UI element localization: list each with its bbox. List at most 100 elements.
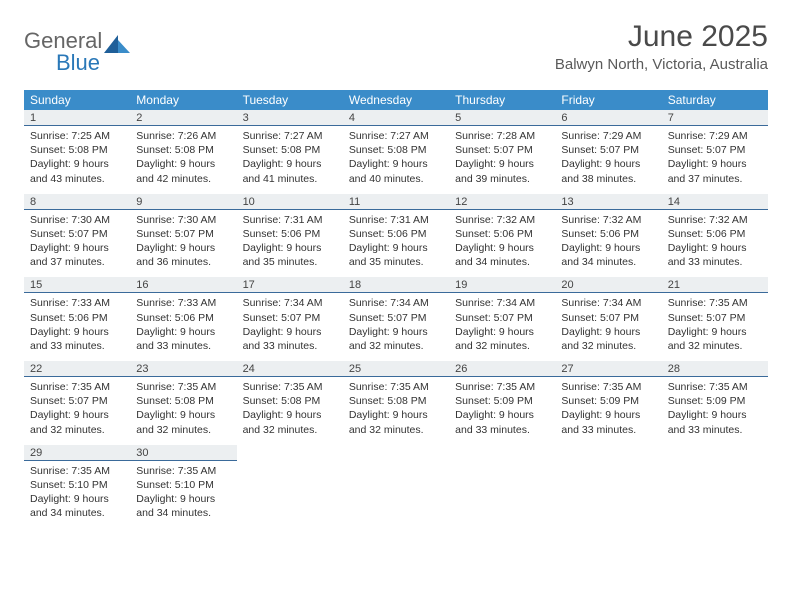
daylight-2: and 43 minutes. (30, 172, 124, 186)
sunrise: Sunrise: 7:30 AM (30, 213, 124, 227)
day-number: 25 (343, 361, 449, 377)
sunset: Sunset: 5:06 PM (455, 227, 549, 241)
title-block: June 2025 Balwyn North, Victoria, Austra… (555, 20, 768, 73)
day-cell: Sunrise: 7:32 AMSunset: 5:06 PMDaylight:… (449, 210, 555, 278)
sunrise: Sunrise: 7:26 AM (136, 129, 230, 143)
daylight-2: and 34 minutes. (455, 255, 549, 269)
day-cell: Sunrise: 7:32 AMSunset: 5:06 PMDaylight:… (555, 210, 661, 278)
sunrise: Sunrise: 7:29 AM (561, 129, 655, 143)
daylight-2: and 32 minutes. (136, 423, 230, 437)
day-number: 22 (24, 361, 130, 377)
dayname: Friday (555, 90, 661, 110)
day-number: 29 (24, 445, 130, 461)
day-cell: Sunrise: 7:29 AMSunset: 5:07 PMDaylight:… (662, 126, 768, 194)
daynum-row: 1234567 (24, 110, 768, 126)
sunrise: Sunrise: 7:35 AM (30, 380, 124, 394)
day-number: 28 (662, 361, 768, 377)
day-cell: Sunrise: 7:25 AMSunset: 5:08 PMDaylight:… (24, 126, 130, 194)
day-cell: Sunrise: 7:35 AMSunset: 5:08 PMDaylight:… (343, 377, 449, 445)
day-number: 23 (130, 361, 236, 377)
daylight-1: Daylight: 9 hours (30, 241, 124, 255)
weeks-container: 1234567Sunrise: 7:25 AMSunset: 5:08 PMDa… (24, 110, 768, 528)
sunset: Sunset: 5:08 PM (243, 394, 337, 408)
daylight-1: Daylight: 9 hours (243, 325, 337, 339)
day-cell: Sunrise: 7:29 AMSunset: 5:07 PMDaylight:… (555, 126, 661, 194)
daynum-row: 15161718192021 (24, 277, 768, 293)
daylight-2: and 33 minutes. (668, 423, 762, 437)
daylight-1: Daylight: 9 hours (668, 157, 762, 171)
daylight-1: Daylight: 9 hours (561, 157, 655, 171)
day-number: 30 (130, 445, 236, 461)
sunrise: Sunrise: 7:34 AM (243, 296, 337, 310)
daylight-1: Daylight: 9 hours (349, 157, 443, 171)
sunrise: Sunrise: 7:34 AM (561, 296, 655, 310)
day-number: 17 (237, 277, 343, 293)
daylight-1: Daylight: 9 hours (455, 241, 549, 255)
sunrise: Sunrise: 7:33 AM (30, 296, 124, 310)
day-cell (449, 461, 555, 529)
sunset: Sunset: 5:06 PM (668, 227, 762, 241)
day-cell: Sunrise: 7:35 AMSunset: 5:08 PMDaylight:… (237, 377, 343, 445)
daylight-2: and 33 minutes. (30, 339, 124, 353)
day-names-row: Sunday Monday Tuesday Wednesday Thursday… (24, 90, 768, 110)
sunset: Sunset: 5:08 PM (136, 143, 230, 157)
sunrise: Sunrise: 7:33 AM (136, 296, 230, 310)
day-number: 8 (24, 194, 130, 210)
day-number: 11 (343, 194, 449, 210)
daylight-2: and 33 minutes. (136, 339, 230, 353)
day-number (662, 445, 768, 461)
day-cell: Sunrise: 7:34 AMSunset: 5:07 PMDaylight:… (555, 293, 661, 361)
daynum-row: 891011121314 (24, 194, 768, 210)
daylight-2: and 33 minutes. (455, 423, 549, 437)
day-number: 4 (343, 110, 449, 126)
day-number: 14 (662, 194, 768, 210)
sunset: Sunset: 5:08 PM (136, 394, 230, 408)
day-cell: Sunrise: 7:27 AMSunset: 5:08 PMDaylight:… (343, 126, 449, 194)
sunset: Sunset: 5:07 PM (561, 311, 655, 325)
day-cell: Sunrise: 7:35 AMSunset: 5:07 PMDaylight:… (24, 377, 130, 445)
day-cell (237, 461, 343, 529)
daylight-2: and 34 minutes. (136, 506, 230, 520)
sunset: Sunset: 5:06 PM (30, 311, 124, 325)
daynum-row: 22232425262728 (24, 361, 768, 377)
sunrise: Sunrise: 7:34 AM (455, 296, 549, 310)
calendar-page: GeneralBlue June 2025 Balwyn North, Vict… (0, 0, 792, 548)
day-cell (555, 461, 661, 529)
daylight-1: Daylight: 9 hours (243, 241, 337, 255)
dayname: Sunday (24, 90, 130, 110)
day-number: 10 (237, 194, 343, 210)
daylight-1: Daylight: 9 hours (455, 157, 549, 171)
sunset: Sunset: 5:07 PM (349, 311, 443, 325)
day-cell: Sunrise: 7:34 AMSunset: 5:07 PMDaylight:… (237, 293, 343, 361)
day-number (237, 445, 343, 461)
sunset: Sunset: 5:08 PM (349, 143, 443, 157)
sunrise: Sunrise: 7:28 AM (455, 129, 549, 143)
day-cell: Sunrise: 7:30 AMSunset: 5:07 PMDaylight:… (130, 210, 236, 278)
daylight-1: Daylight: 9 hours (136, 241, 230, 255)
day-number: 5 (449, 110, 555, 126)
day-number: 21 (662, 277, 768, 293)
sunset: Sunset: 5:09 PM (561, 394, 655, 408)
sunrise: Sunrise: 7:35 AM (243, 380, 337, 394)
day-number: 12 (449, 194, 555, 210)
sunset: Sunset: 5:07 PM (455, 143, 549, 157)
daylight-1: Daylight: 9 hours (455, 408, 549, 422)
sunrise: Sunrise: 7:35 AM (455, 380, 549, 394)
dayname: Thursday (449, 90, 555, 110)
sunset: Sunset: 5:09 PM (455, 394, 549, 408)
daylight-1: Daylight: 9 hours (349, 241, 443, 255)
daylight-1: Daylight: 9 hours (136, 492, 230, 506)
daylight-1: Daylight: 9 hours (30, 492, 124, 506)
day-cell: Sunrise: 7:35 AMSunset: 5:10 PMDaylight:… (130, 461, 236, 529)
sunset: Sunset: 5:10 PM (30, 478, 124, 492)
day-cell: Sunrise: 7:34 AMSunset: 5:07 PMDaylight:… (343, 293, 449, 361)
day-number: 3 (237, 110, 343, 126)
day-number: 1 (24, 110, 130, 126)
day-number: 26 (449, 361, 555, 377)
daylight-1: Daylight: 9 hours (561, 241, 655, 255)
day-cell: Sunrise: 7:34 AMSunset: 5:07 PMDaylight:… (449, 293, 555, 361)
day-cell: Sunrise: 7:33 AMSunset: 5:06 PMDaylight:… (130, 293, 236, 361)
sunrise: Sunrise: 7:35 AM (561, 380, 655, 394)
day-number: 7 (662, 110, 768, 126)
daylight-2: and 36 minutes. (136, 255, 230, 269)
